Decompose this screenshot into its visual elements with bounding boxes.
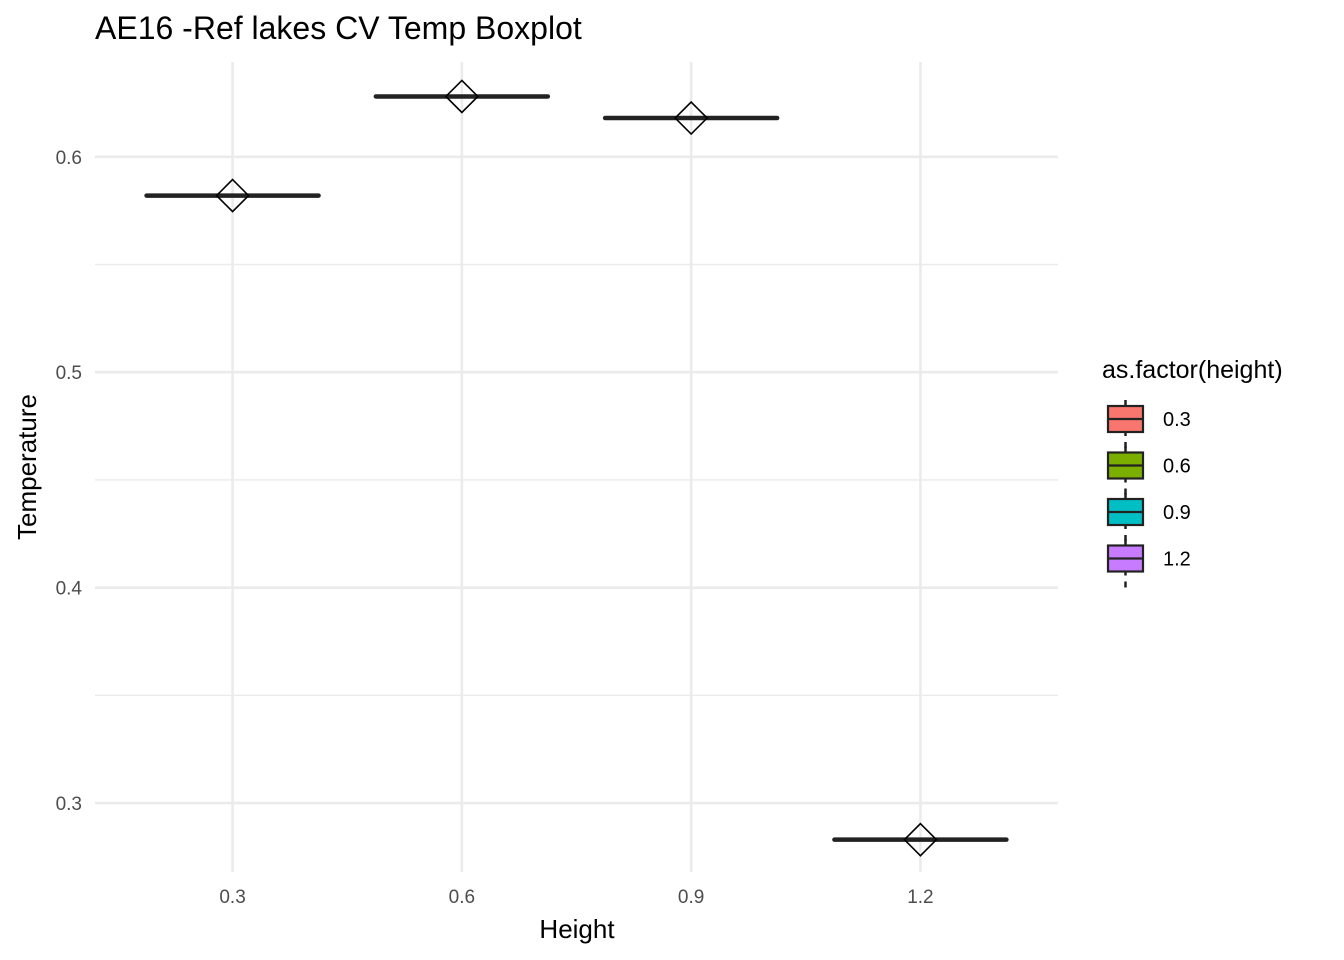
legend-label: 0.9 bbox=[1163, 502, 1191, 524]
legend-label: 0.3 bbox=[1163, 409, 1191, 431]
box-group bbox=[373, 79, 551, 114]
legend-label: 1.2 bbox=[1163, 549, 1191, 571]
x-tick-label: 0.6 bbox=[449, 887, 475, 908]
y-tick-label: 0.6 bbox=[56, 148, 82, 169]
y-axis-title: Temperature bbox=[12, 394, 42, 540]
chart-title: AE16 -Ref lakes CV Temp Boxplot bbox=[95, 10, 582, 46]
box-group bbox=[602, 100, 780, 136]
y-tick-label: 0.4 bbox=[56, 579, 83, 600]
legend-key: 0.3 bbox=[1106, 400, 1191, 448]
legend-keys: 0.3 0.6 0.9 1.2 bbox=[1106, 400, 1191, 588]
legend-key: 0.9 bbox=[1106, 493, 1191, 541]
mean-diamond-marker bbox=[903, 822, 938, 857]
tick-labels: 0.3 0.4 0.5 0.6 0.3 0.6 0.9 1.2 bbox=[56, 148, 934, 908]
y-tick-label: 0.3 bbox=[56, 794, 82, 815]
x-tick-label: 1.2 bbox=[907, 887, 933, 908]
box-group bbox=[832, 822, 1009, 857]
legend-label: 0.6 bbox=[1163, 456, 1191, 478]
legend-title: as.factor(height) bbox=[1102, 356, 1283, 384]
legend-key: 1.2 bbox=[1106, 539, 1191, 588]
x-tick-label: 0.3 bbox=[219, 887, 245, 908]
box-group bbox=[144, 178, 321, 213]
mean-diamond-marker bbox=[215, 178, 250, 213]
legend: as.factor(height) 0.3 0.6 0.9 1.2 bbox=[1102, 356, 1283, 588]
mean-diamond-marker bbox=[674, 100, 709, 136]
gridlines bbox=[95, 62, 1058, 872]
x-axis-title: Height bbox=[539, 914, 615, 944]
y-tick-label: 0.5 bbox=[56, 363, 82, 384]
mean-diamond-marker bbox=[444, 79, 479, 114]
box-layer bbox=[144, 79, 1009, 857]
x-tick-label: 0.9 bbox=[678, 887, 704, 908]
legend-key: 0.6 bbox=[1106, 446, 1191, 495]
